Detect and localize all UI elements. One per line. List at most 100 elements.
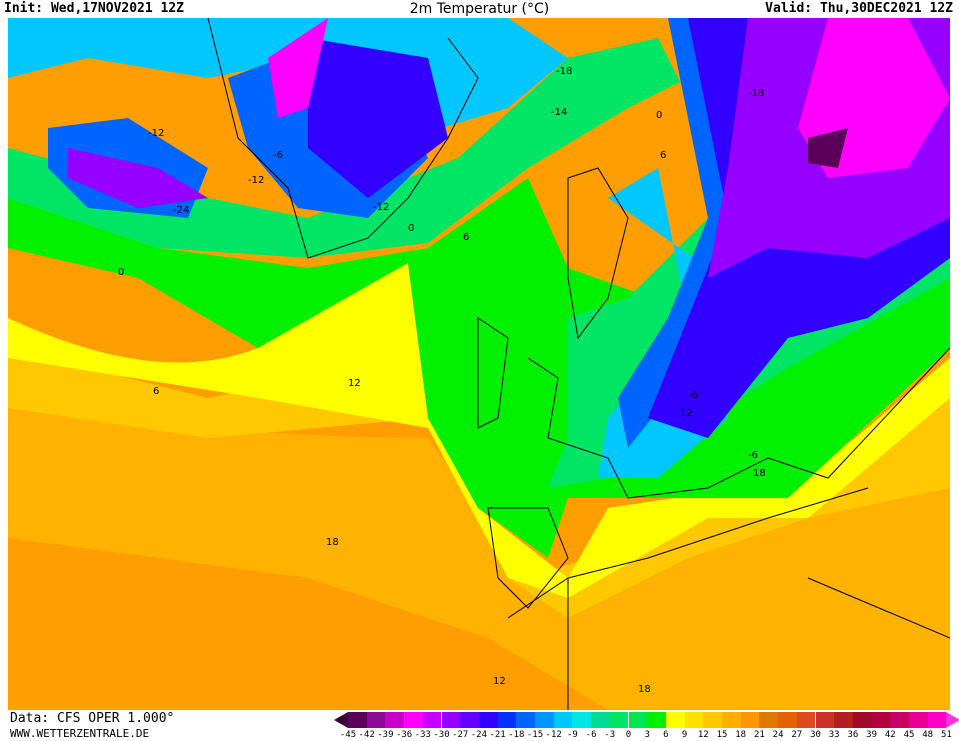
legend-swatch [348, 712, 367, 728]
legend-swatch [759, 712, 779, 728]
legend-label: 3 [644, 730, 650, 740]
legend-label: -45 [339, 730, 357, 740]
legend-swatch [535, 712, 554, 728]
legend-swatch [366, 712, 386, 728]
legend-swatch [647, 712, 666, 728]
contour-label: 12 [680, 408, 693, 419]
contour-label: 0 [408, 223, 414, 234]
legend-swatch [852, 712, 872, 728]
legend-label: 48 [922, 730, 934, 740]
legend-label: 12 [697, 730, 709, 740]
legend-label: 21 [753, 730, 765, 740]
legend-swatch [460, 712, 479, 728]
footer: Data: CFS OPER 1.000° WWW.WETTERZENTRALE… [0, 710, 959, 741]
legend-label: 51 [940, 730, 952, 740]
legend-label: -39 [377, 730, 394, 740]
contour-label: -18 [748, 88, 764, 99]
init-time: Init: Wed,17NOV2021 12Z [4, 1, 185, 16]
legend-swatch [815, 712, 835, 728]
region-15 [8, 348, 950, 618]
legend-label: -18 [508, 730, 525, 740]
contour-label: 0 [118, 267, 124, 278]
region-minus42 [808, 128, 848, 168]
legend-label: -21 [489, 730, 506, 740]
legend-label: -12 [545, 730, 562, 740]
legend-label: -27 [452, 730, 469, 740]
temperature-map: -18 -18 -14 -12 -12 -12 -24 -6 0 0 6 6 6 12 12 18 18 -6 -6… [8, 18, 950, 710]
legend-swatch [684, 712, 704, 728]
contour-label: -14 [551, 107, 567, 118]
data-source: Data: CFS OPER 1.000° [10, 711, 175, 726]
contour-label: -6 [273, 150, 283, 161]
header: Init: Wed,17NOV2021 12Z 2m Temperatur (°… [0, 0, 959, 18]
legend-swatch [871, 712, 891, 728]
legend-swatch [441, 712, 461, 728]
legend-swatch [609, 712, 629, 728]
contour-label: 12 [493, 676, 506, 687]
legend-label: 45 [903, 730, 915, 740]
legend-swatch [553, 712, 573, 728]
legend-label: -15 [526, 730, 544, 740]
legend-swatch [665, 712, 685, 728]
legend-label: 33 [828, 730, 840, 740]
contour-label: -6 [688, 390, 698, 401]
legend-label: -36 [395, 730, 413, 740]
contour-label: 6 [660, 150, 666, 161]
coastlines [207, 18, 950, 710]
legend-label: -30 [433, 730, 450, 740]
legend-label: -42 [358, 730, 375, 740]
legend-swatch [404, 712, 423, 728]
region-minus36 [268, 18, 950, 178]
contour-label: -12 [148, 128, 164, 139]
legend-swatch [778, 712, 797, 728]
contour-label: 0 [656, 110, 662, 121]
legend-label: 27 [791, 730, 803, 740]
legend-swatch [516, 712, 535, 728]
website-link[interactable]: WWW.WETTERZENTRALE.DE [10, 727, 150, 740]
valid-time: Valid: Thu,30DEC2021 12Z [765, 1, 953, 16]
contour-label: -24 [173, 205, 189, 216]
contour-label: 18 [326, 537, 339, 548]
map-title: 2m Temperatur (°C) [409, 1, 550, 17]
contour-label: -12 [248, 175, 264, 186]
legend-swatch [497, 712, 517, 728]
region-minus30 [68, 18, 950, 278]
contour-label: 18 [638, 684, 651, 695]
contour-label: -12 [373, 202, 389, 213]
legend-swatch [385, 712, 405, 728]
legend-label: -6 [585, 730, 597, 740]
legend-label: 30 [810, 730, 821, 740]
legend-label: 42 [884, 730, 896, 740]
contour-label: 6 [153, 386, 159, 397]
legend-swatch [834, 712, 853, 728]
legend-label: 24 [772, 730, 784, 740]
legend-swatch [478, 712, 498, 728]
legend-label: 6 [663, 730, 669, 740]
legend-label: 36 [847, 730, 859, 740]
region-6 [8, 178, 950, 558]
contour-label: -6 [748, 450, 758, 461]
legend-label: -24 [470, 730, 488, 740]
contour-label: 18 [753, 468, 766, 479]
legend-label: 9 [681, 730, 688, 740]
legend-swatch [722, 712, 741, 728]
legend-swatch [890, 712, 909, 728]
contour-label: 6 [463, 232, 469, 243]
legend-label: 0 [625, 730, 632, 740]
legend-swatch [628, 712, 648, 728]
legend-label: 39 [866, 730, 878, 740]
legend-swatch [740, 712, 760, 728]
region-9 [8, 263, 950, 598]
legend-label: 15 [716, 730, 728, 740]
legend-swatch [796, 712, 816, 728]
legend-swatch [422, 712, 442, 728]
contour-label: -18 [556, 66, 572, 77]
high-triangle [946, 712, 959, 728]
legend-swatch [572, 712, 592, 728]
low-triangle [334, 712, 348, 728]
legend-label: -3 [604, 730, 616, 740]
legend-swatch [909, 712, 928, 728]
legend-label: -9 [566, 730, 578, 740]
legend-label: 18 [735, 730, 747, 740]
legend-swatch [591, 712, 610, 728]
